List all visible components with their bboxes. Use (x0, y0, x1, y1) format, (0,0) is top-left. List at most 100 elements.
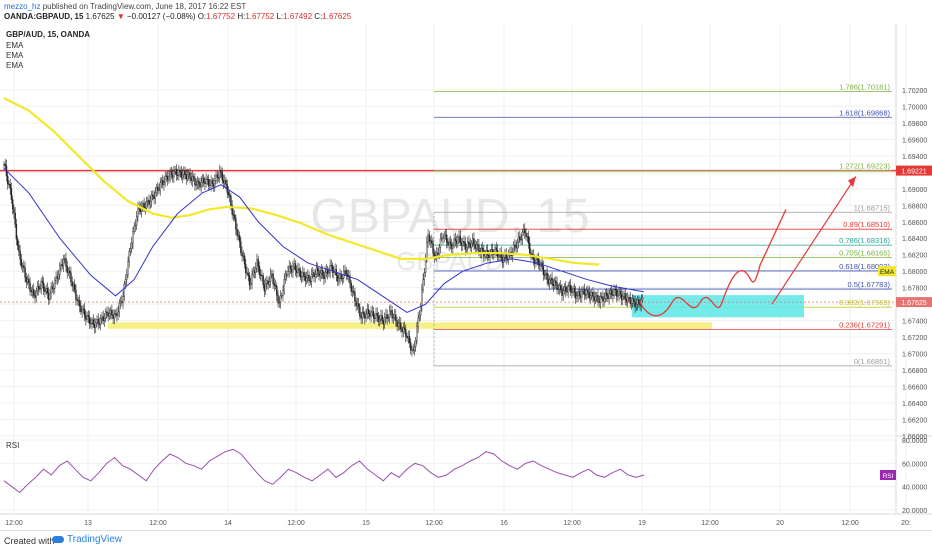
tradingview-logo[interactable]: TradingView (52, 534, 122, 545)
candle-body (15, 224, 18, 240)
price-tick-label: 1.67000 (902, 352, 927, 359)
legend-ema: EMA (6, 61, 24, 70)
candle-body (603, 298, 605, 302)
candle-body (166, 176, 169, 181)
candle-body (13, 208, 15, 214)
candle-body (248, 275, 251, 286)
candle-body (186, 174, 189, 180)
candle-body (400, 322, 402, 330)
candle-body (453, 238, 455, 246)
rsi-label: RSI (6, 441, 19, 450)
candle-body (66, 266, 68, 273)
candle-body (313, 272, 315, 278)
candle-body (221, 171, 223, 181)
price-tick-label: 1.66400 (902, 401, 927, 408)
candle-body (360, 315, 362, 319)
candle-body (428, 234, 431, 242)
candle-body (173, 171, 175, 178)
price-tick-label: 1.69800 (902, 121, 927, 128)
high-label: H: (237, 12, 246, 21)
candle-body (610, 290, 613, 296)
candle-body (255, 267, 257, 274)
candle-body (8, 183, 10, 185)
candle-body (615, 289, 618, 297)
candle-body (266, 280, 268, 284)
price-tick-label: 1.70200 (902, 88, 927, 95)
candle-body (102, 316, 104, 322)
candle-body (114, 313, 117, 315)
candle-body (464, 242, 466, 250)
fib-level-label: 0.618(1.68003) (839, 262, 890, 271)
candle-body (245, 263, 247, 274)
candle-body (443, 234, 445, 238)
candle-body (303, 272, 305, 277)
candle-body (410, 342, 412, 351)
candle-body (350, 283, 352, 292)
candle-body (569, 284, 572, 293)
candle-body (620, 294, 623, 300)
candle-body (571, 291, 573, 294)
candle-body (593, 296, 595, 302)
current-price-tag-bg (896, 297, 932, 308)
change-arrow: ▼ (116, 12, 125, 21)
candle-body (31, 289, 34, 292)
candle-body (560, 285, 562, 291)
candle-body (406, 335, 408, 339)
candle-body (284, 274, 287, 280)
candle-body (118, 302, 121, 313)
time-tick-label: 20 (776, 520, 784, 527)
candle-body (557, 288, 559, 291)
candle-body (147, 199, 149, 202)
price-tick-label: 1.68000 (902, 269, 927, 276)
candle-body (200, 181, 202, 188)
candle-body (106, 311, 108, 313)
candle-body (454, 238, 457, 241)
candle-body (617, 295, 619, 297)
candle-body (299, 270, 302, 278)
candle-body (157, 187, 159, 191)
candle-body (101, 316, 103, 319)
candle-body (414, 340, 417, 347)
candle-body (622, 296, 624, 300)
candle-body (193, 176, 195, 179)
candle-body (318, 270, 320, 277)
candle-body (211, 180, 214, 184)
candle-body (314, 274, 316, 278)
candle-body (164, 175, 166, 183)
candle-body (625, 298, 628, 303)
time-tick-label: 16 (500, 520, 508, 527)
candle-body (7, 175, 9, 185)
publish-line: mezzo_hz published on TradingView.com, J… (4, 2, 246, 11)
candle-body (387, 317, 390, 319)
candle-body (116, 313, 118, 316)
candle-body (352, 290, 355, 293)
candle-body (91, 319, 93, 324)
candle-body (33, 289, 35, 296)
candle-body (445, 234, 448, 243)
author-link[interactable]: mezzo_hz (4, 2, 41, 11)
candle-body (57, 274, 60, 279)
candle-body (379, 318, 381, 322)
candle-body (96, 318, 98, 324)
candle-body (230, 195, 232, 206)
candle-body (356, 303, 359, 307)
candle-body (227, 192, 230, 196)
candle-body (279, 295, 282, 303)
candle-body (117, 311, 119, 316)
candle-body (383, 317, 386, 325)
price-tick-label: 1.67800 (902, 286, 927, 293)
candle-body (209, 185, 211, 187)
candle-body (207, 179, 210, 186)
candle-body (605, 292, 608, 296)
candle-body (594, 296, 597, 302)
candle-body (552, 283, 555, 286)
candle-body (199, 183, 201, 188)
candle-body (339, 274, 341, 279)
candle-body (264, 283, 267, 292)
candle-body (47, 292, 50, 300)
candle-body (160, 180, 163, 183)
candle-body (529, 243, 531, 254)
chart-header: mezzo_hz published on TradingView.com, J… (0, 0, 932, 24)
chart-canvas[interactable]: 1.70200 1.70000 1.69800 1.69600 1.69400 1.692… (0, 24, 932, 530)
candle-body (184, 170, 186, 176)
